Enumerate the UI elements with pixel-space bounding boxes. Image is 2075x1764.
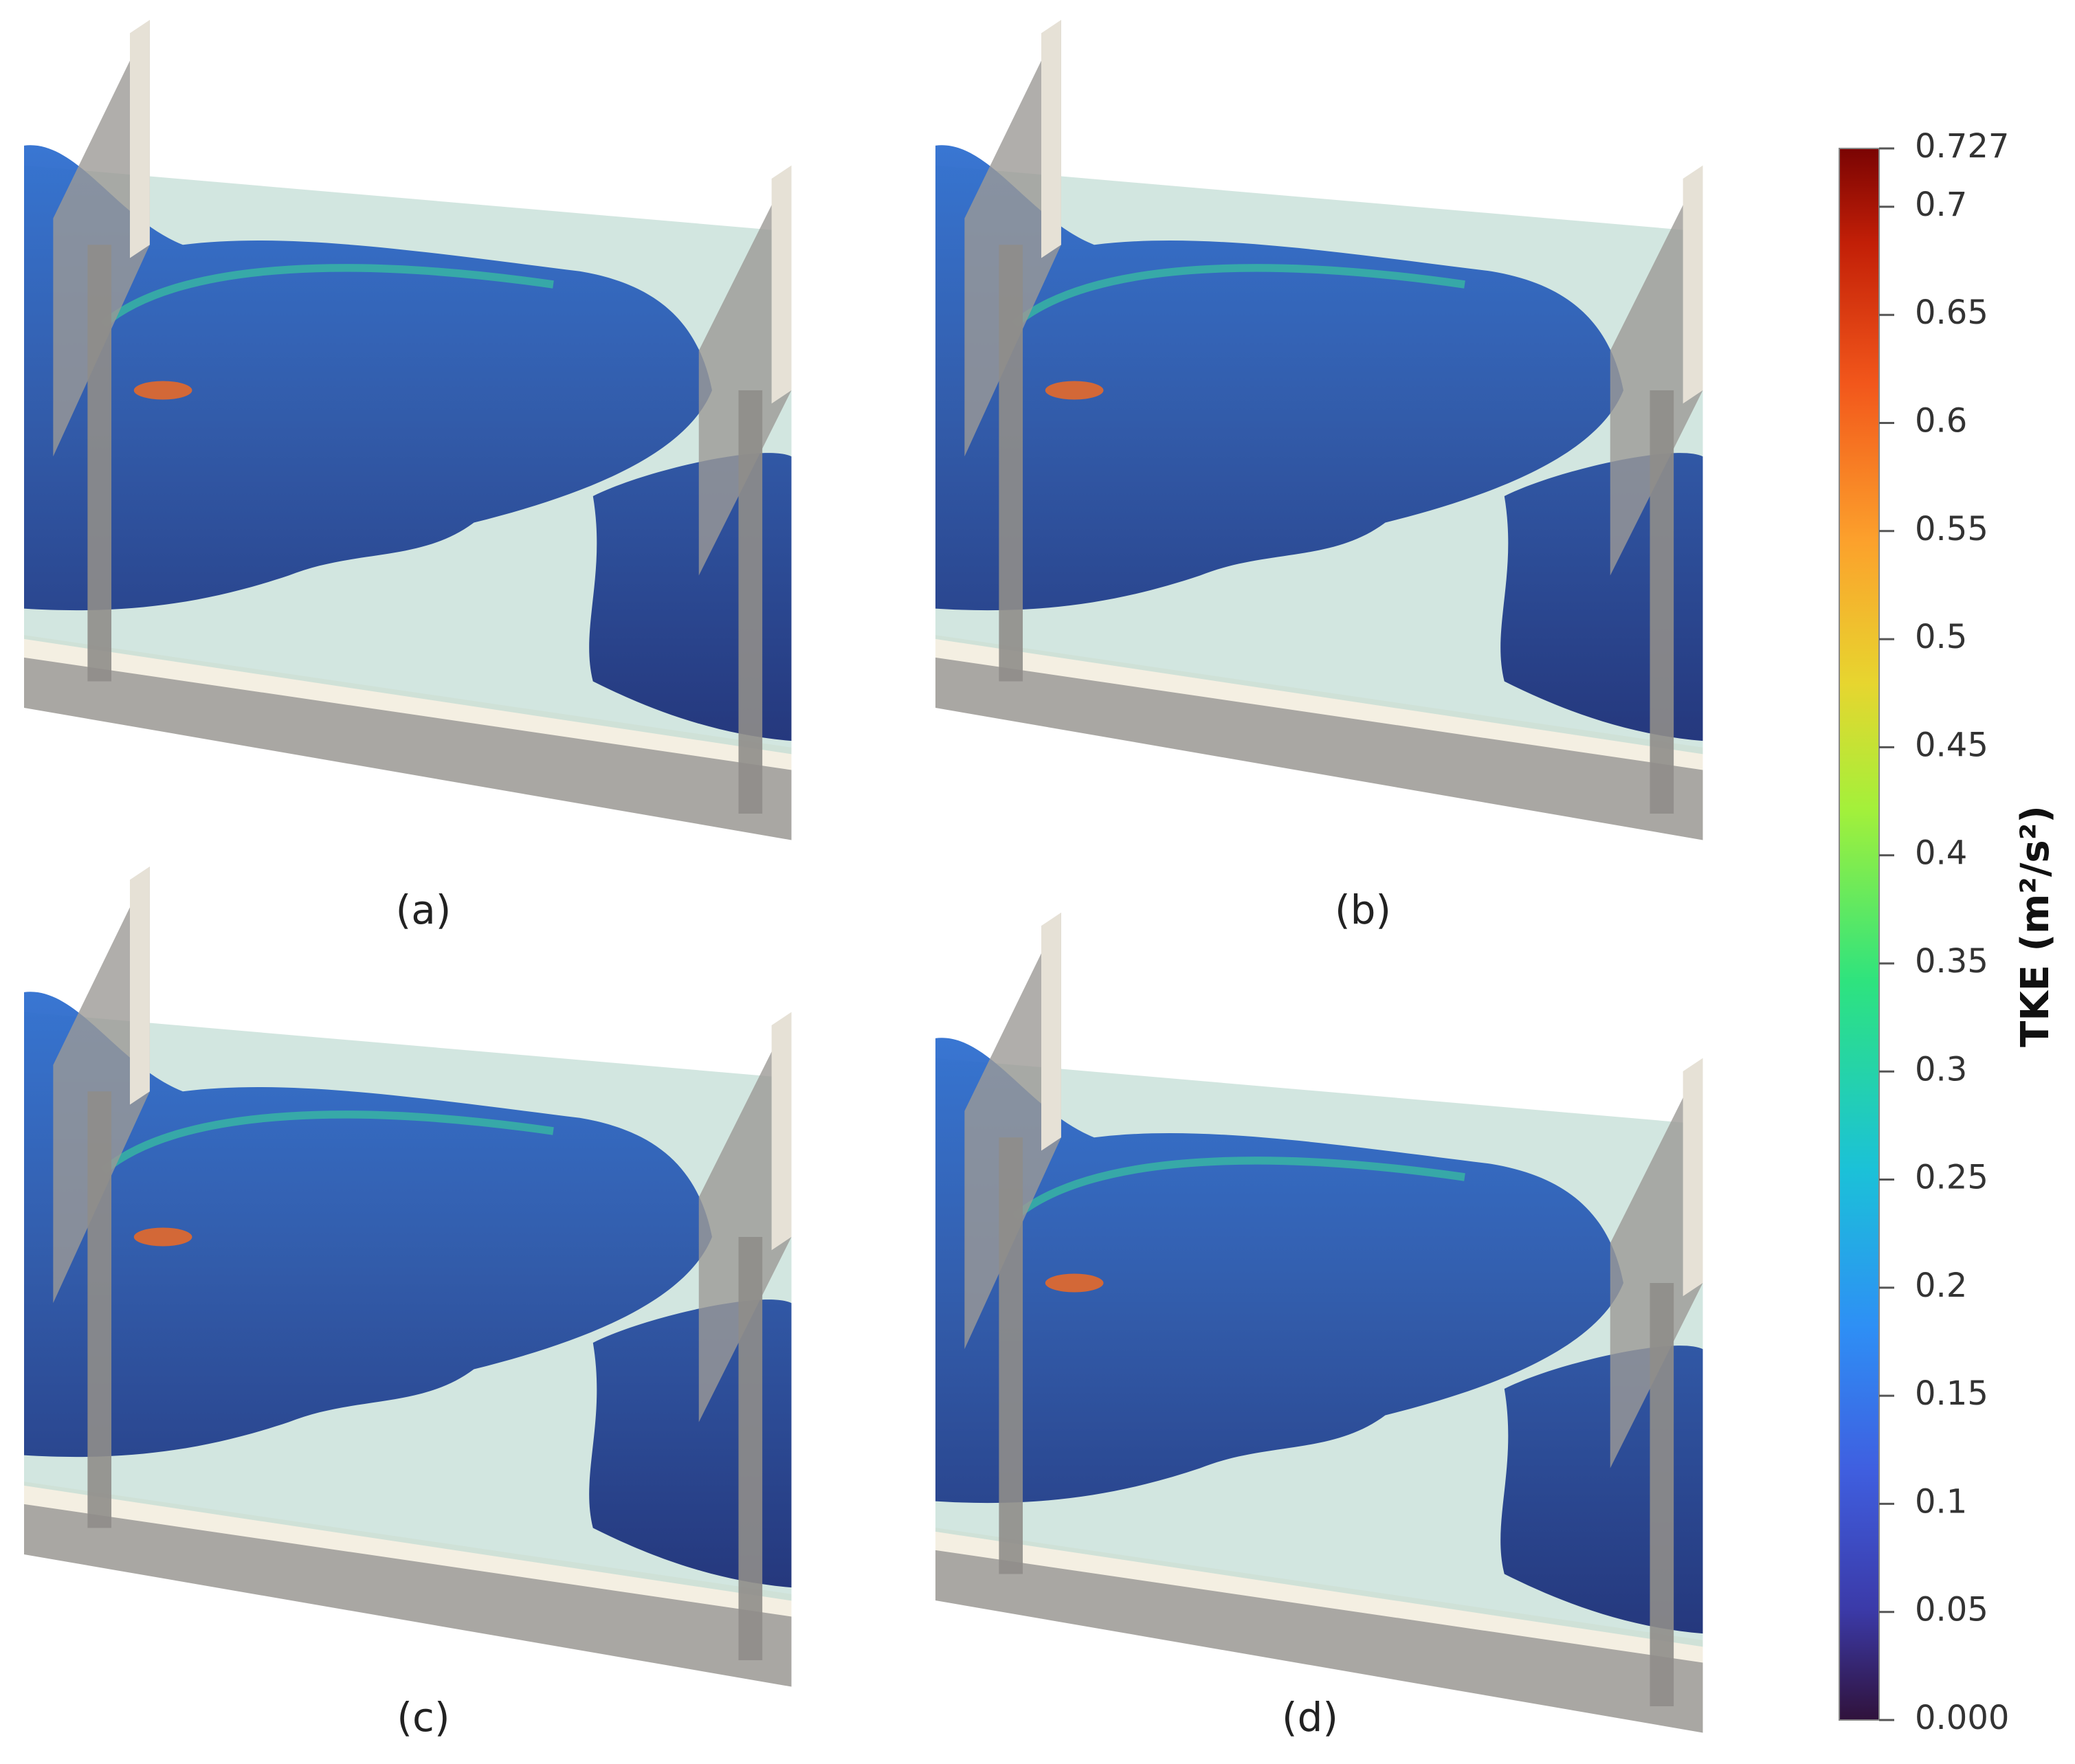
baffle-plate xyxy=(53,20,150,457)
panel-label: (c) xyxy=(397,1694,450,1741)
baffle-post xyxy=(1650,390,1674,814)
flow-structure xyxy=(24,145,792,741)
baffle-post xyxy=(87,1091,112,1528)
colorbar-tick-label: 0.05 xyxy=(1915,1591,1988,1629)
baffle-post xyxy=(738,390,763,814)
baffle-post xyxy=(87,245,112,682)
colorbar-tick-label: 0.65 xyxy=(1915,293,1988,332)
baffle-edge xyxy=(1683,1058,1703,1297)
floor-top xyxy=(24,1482,792,1617)
panel-label: (b) xyxy=(1335,886,1391,933)
colorbar-tick-label: 0.7 xyxy=(1915,186,1967,224)
render-panel xyxy=(935,20,1703,840)
baffle-plate xyxy=(1610,165,1703,576)
baffle-plate xyxy=(53,867,150,1304)
colorbar-tick-label: 0.6 xyxy=(1915,402,1967,440)
baffle-edge xyxy=(1041,20,1061,258)
colorbar-tick-label: 0.1 xyxy=(1915,1482,1967,1521)
baffle-plate xyxy=(698,1012,792,1422)
flow-structure xyxy=(24,992,792,1588)
colorbar-title: TKE (m²/s²) xyxy=(2013,805,2058,1047)
high-tke-spot xyxy=(1045,381,1104,400)
high-tke-streak xyxy=(100,1110,554,1174)
render-panel xyxy=(935,913,1703,1733)
floor-side xyxy=(24,1501,792,1687)
high-tke-streak xyxy=(100,264,554,328)
high-tke-spot xyxy=(133,381,192,400)
colorbar-tick-label: 0.45 xyxy=(1915,726,1988,764)
colorbar-tick-label: 0.000 xyxy=(1915,1699,2009,1737)
render-panel xyxy=(24,867,792,1687)
flow-structure xyxy=(935,145,1703,741)
baffle-plate xyxy=(964,20,1061,457)
high-tke-spot xyxy=(1045,1273,1104,1293)
baffle-post xyxy=(999,1137,1023,1574)
colorbar-tick-label: 0.2 xyxy=(1915,1266,1967,1305)
baffle-edge xyxy=(771,165,792,404)
high-tke-streak xyxy=(1012,1157,1465,1220)
floor-side xyxy=(24,655,792,840)
colorbar-tick-label: 0.4 xyxy=(1915,834,1967,873)
high-tke-streak xyxy=(1012,264,1465,328)
baffle-plate xyxy=(698,165,792,576)
baffle-post xyxy=(999,245,1023,682)
baffle-plate xyxy=(1610,1058,1703,1469)
baffle-post xyxy=(738,1237,763,1660)
baffle-edge xyxy=(771,1012,792,1251)
panel-label: (a) xyxy=(396,886,452,933)
high-tke-spot xyxy=(133,1227,192,1247)
colorbar-tick-label: 0.25 xyxy=(1915,1159,1988,1197)
panel-label: (d) xyxy=(1282,1694,1338,1741)
baffle-edge xyxy=(1683,165,1703,404)
floor-top xyxy=(24,635,792,770)
baffle-edge xyxy=(1041,913,1061,1151)
baffle-edge xyxy=(130,20,150,258)
baffle-post xyxy=(1650,1283,1674,1706)
baffle-plate xyxy=(964,913,1061,1350)
floor-top xyxy=(935,1528,1703,1663)
colorbar xyxy=(1839,148,1880,1721)
colorbar-tick-label: 0.35 xyxy=(1915,942,1988,981)
flow-structure xyxy=(935,1038,1703,1634)
colorbar-tick-label: 0.55 xyxy=(1915,510,1988,548)
floor-side xyxy=(935,655,1703,840)
colorbar-tick-label: 0.15 xyxy=(1915,1374,1988,1413)
floor-side xyxy=(935,1548,1703,1733)
colorbar-tick-label: 0.727 xyxy=(1915,127,2009,166)
baffle-edge xyxy=(130,867,150,1105)
render-panel xyxy=(24,20,792,840)
colorbar-tick-label: 0.5 xyxy=(1915,618,1967,656)
colorbar-tick-label: 0.3 xyxy=(1915,1050,1967,1088)
floor-top xyxy=(935,635,1703,770)
